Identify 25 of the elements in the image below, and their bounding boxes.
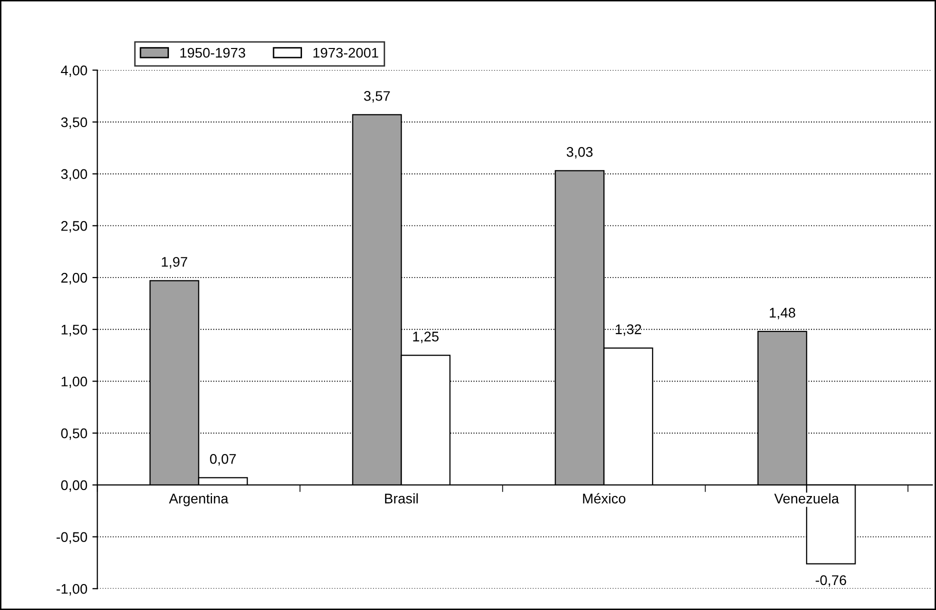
y-tick-label: -0,50: [56, 532, 88, 544]
x-tick-label: Brasil: [385, 493, 418, 504]
data-label: 1,48: [770, 308, 796, 320]
y-tick-label: 4,00: [60, 65, 88, 77]
x-tick-label: México: [583, 493, 626, 504]
y-tick-label: 1,00: [62, 376, 88, 388]
data-label: 3,57: [364, 91, 390, 103]
y-tick-label: 0,00: [61, 480, 88, 492]
y-tick-label: -1,00: [56, 584, 88, 596]
y-tick-label: 3,50: [61, 117, 88, 129]
y-tick-label: 2,00: [61, 272, 88, 284]
y-tick-label: 0,50: [61, 428, 88, 440]
data-label: -0,76: [816, 575, 846, 587]
y-tick-label: 1,50: [62, 324, 88, 336]
data-label: 0,07: [210, 454, 236, 466]
x-tick-label: Venezuela: [774, 493, 840, 504]
y-tick-label: 2,50: [61, 221, 88, 233]
x-tick-label: Argentina: [168, 493, 228, 506]
legend-label: 1950-1973: [180, 48, 246, 58]
y-tick-label: 3,00: [61, 169, 88, 181]
data-label: 1,32: [616, 324, 642, 336]
data-label: 1,97: [162, 256, 188, 268]
legend-label: 1973-2001: [313, 48, 378, 58]
data-label: 3,03: [566, 147, 593, 159]
data-label: 1,25: [413, 332, 439, 344]
